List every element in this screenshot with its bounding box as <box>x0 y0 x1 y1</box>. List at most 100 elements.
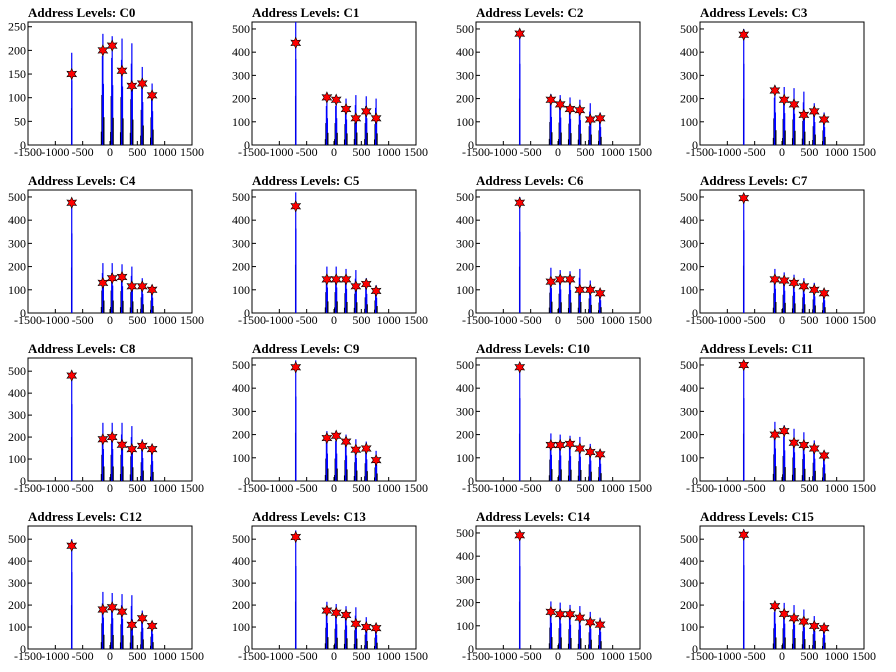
peak-marker <box>350 280 362 293</box>
peak-marker <box>330 93 342 106</box>
y-tick-label: 200 <box>680 598 698 612</box>
peak-marker <box>290 530 302 544</box>
x-tick-label: 1500 <box>180 145 204 159</box>
y-tick-label: 100 <box>232 620 250 634</box>
peak-marker <box>370 453 382 467</box>
peak-marker <box>564 102 576 116</box>
histogram-panel: Address Levels: C14 0 100 200 300 400 500 -1500… <box>448 504 672 672</box>
peak-marker <box>584 283 596 297</box>
x-tick-label: 0 <box>779 649 785 663</box>
x-tick-label: -500 <box>296 313 318 327</box>
plot-frame <box>699 357 865 482</box>
peak-marker <box>514 361 526 374</box>
x-tick-label: 1500 <box>852 313 876 327</box>
histogram-plot: 0 100 200 300 400 500 -1500 -1000 -500 0 500 1000 15… <box>456 525 652 663</box>
peak-marker <box>778 274 790 287</box>
y-tick-label: 400 <box>680 213 698 227</box>
histogram-panel: Address Levels: C7 0 100 200 300 400 500 -1500-… <box>672 168 896 336</box>
y-tick-label: 300 <box>680 236 698 250</box>
chart-title: Address Levels: C14 <box>476 509 590 524</box>
x-tick-label: 0 <box>779 313 785 327</box>
x-tick-label: -1500 <box>238 649 266 663</box>
y-tick-label: 0 <box>692 306 698 320</box>
y-tick-label: 200 <box>232 428 250 442</box>
x-tick-label: -1500 <box>238 145 266 159</box>
x-tick-label: -1000 <box>41 649 69 663</box>
histogram-panel: Address Levels: C0 0 50 100 150 200 250 -1500 -1… <box>0 0 224 168</box>
x-tick-label: -1000 <box>489 313 517 327</box>
x-tick-label: -500 <box>296 481 318 495</box>
peak-marker <box>146 89 158 102</box>
peak-marker <box>136 439 148 453</box>
y-tick-label: 500 <box>8 190 26 204</box>
x-tick-label: -1500 <box>462 481 490 495</box>
x-tick-label: -1500 <box>462 145 490 159</box>
peak-marker <box>769 84 781 97</box>
peak-marker <box>321 273 333 286</box>
x-tick-label: 500 <box>800 481 818 495</box>
y-tick-label: 500 <box>456 22 474 36</box>
x-tick-label: -1000 <box>713 313 741 327</box>
x-tick-label: 0 <box>779 481 785 495</box>
plot-frame <box>251 189 417 314</box>
peak-marker <box>574 283 586 297</box>
chart-title: Address Levels: C1 <box>252 5 360 20</box>
x-tick-label: -1500 <box>462 313 490 327</box>
y-tick-label: 0 <box>692 474 698 488</box>
plot-frame <box>251 21 417 146</box>
y-tick-label: 400 <box>8 213 26 227</box>
x-tick-label: 1000 <box>377 313 401 327</box>
x-tick-label: -1500 <box>686 481 714 495</box>
peak-marker <box>116 438 128 451</box>
peak-marker <box>321 604 333 617</box>
y-tick-label: 500 <box>680 532 698 546</box>
peak-marker <box>350 617 362 630</box>
x-tick-label: 1000 <box>825 481 849 495</box>
x-tick-label: -1000 <box>265 145 293 159</box>
chart-title: Address Levels: C2 <box>476 5 584 20</box>
peak-marker <box>514 529 526 542</box>
plot-frame <box>27 21 193 146</box>
x-tick-label: 0 <box>331 481 337 495</box>
peak-marker <box>564 437 576 451</box>
y-tick-label: 400 <box>232 554 250 568</box>
y-tick-label: 200 <box>8 430 26 444</box>
peak-marker <box>106 430 118 444</box>
peak-marker <box>340 435 352 448</box>
y-tick-label: 200 <box>456 428 474 442</box>
y-tick-label: 500 <box>232 22 250 36</box>
plot-frame <box>699 525 865 650</box>
x-tick-label: -1000 <box>713 145 741 159</box>
peak-marker <box>798 615 810 628</box>
peak-marker <box>116 64 128 77</box>
peak-marker <box>321 91 333 104</box>
x-tick-label: -1500 <box>462 649 490 663</box>
peak-marker <box>818 287 830 300</box>
y-tick-label: 100 <box>680 283 698 297</box>
histogram-plot: 0 100 200 300 400 500 -1500 -1000 -500 0 500 1000 15… <box>680 189 876 327</box>
x-tick-label: -1000 <box>41 481 69 495</box>
x-tick-label: 1500 <box>852 145 876 159</box>
y-tick-label: 100 <box>456 451 474 465</box>
x-tick-label: -500 <box>520 313 542 327</box>
histogram-plot: 0 100 200 300 400 500 -1500 -1000 -500 0 500 1000 15… <box>680 357 876 495</box>
histogram-panel: Address Levels: C10 0 100 200 300 400 500 -1500… <box>448 336 672 504</box>
peak-marker <box>738 528 750 542</box>
y-tick-label: 300 <box>680 68 698 82</box>
x-tick-label: 500 <box>576 145 594 159</box>
y-tick-label: 0 <box>468 306 474 320</box>
y-tick-label: 0 <box>468 642 474 656</box>
peak-marker <box>66 369 78 382</box>
y-tick-label: 0 <box>468 474 474 488</box>
x-tick-label: 1500 <box>852 481 876 495</box>
x-tick-label: 500 <box>800 649 818 663</box>
x-tick-label: 1000 <box>601 649 625 663</box>
peak-marker <box>788 98 800 111</box>
peak-marker <box>808 442 820 455</box>
y-tick-label: 300 <box>8 408 26 422</box>
histogram-plot: 0 100 200 300 400 500 -1500 -1000 -500 0 500 1000 15… <box>456 357 652 495</box>
y-tick-label: 300 <box>680 404 698 418</box>
histogram-panel: Address Levels: C4 0 100 200 300 400 500 -1500-… <box>0 168 224 336</box>
y-tick-label: 300 <box>232 404 250 418</box>
y-tick-label: 100 <box>232 115 250 129</box>
